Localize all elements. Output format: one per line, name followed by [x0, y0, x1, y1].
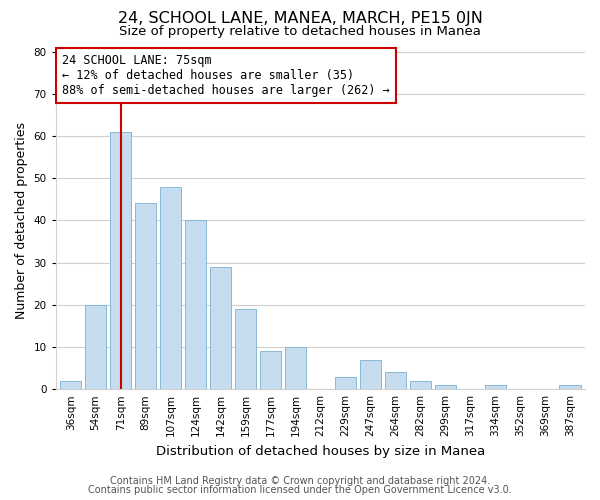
Text: 24 SCHOOL LANE: 75sqm
← 12% of detached houses are smaller (35)
88% of semi-deta: 24 SCHOOL LANE: 75sqm ← 12% of detached … — [62, 54, 389, 96]
Bar — [285, 347, 306, 389]
Bar — [410, 380, 431, 389]
Bar — [434, 385, 456, 389]
Bar — [235, 309, 256, 389]
Bar — [559, 385, 581, 389]
Text: Size of property relative to detached houses in Manea: Size of property relative to detached ho… — [119, 25, 481, 38]
Bar — [110, 132, 131, 389]
Text: Contains public sector information licensed under the Open Government Licence v3: Contains public sector information licen… — [88, 485, 512, 495]
X-axis label: Distribution of detached houses by size in Manea: Distribution of detached houses by size … — [156, 444, 485, 458]
Bar — [385, 372, 406, 389]
Bar — [135, 204, 156, 389]
Y-axis label: Number of detached properties: Number of detached properties — [15, 122, 28, 319]
Bar — [485, 385, 506, 389]
Bar — [359, 360, 381, 389]
Bar — [335, 376, 356, 389]
Bar — [210, 267, 231, 389]
Bar — [185, 220, 206, 389]
Bar — [260, 351, 281, 389]
Bar — [60, 380, 81, 389]
Bar — [85, 305, 106, 389]
Bar — [160, 186, 181, 389]
Text: Contains HM Land Registry data © Crown copyright and database right 2024.: Contains HM Land Registry data © Crown c… — [110, 476, 490, 486]
Text: 24, SCHOOL LANE, MANEA, MARCH, PE15 0JN: 24, SCHOOL LANE, MANEA, MARCH, PE15 0JN — [118, 11, 482, 26]
